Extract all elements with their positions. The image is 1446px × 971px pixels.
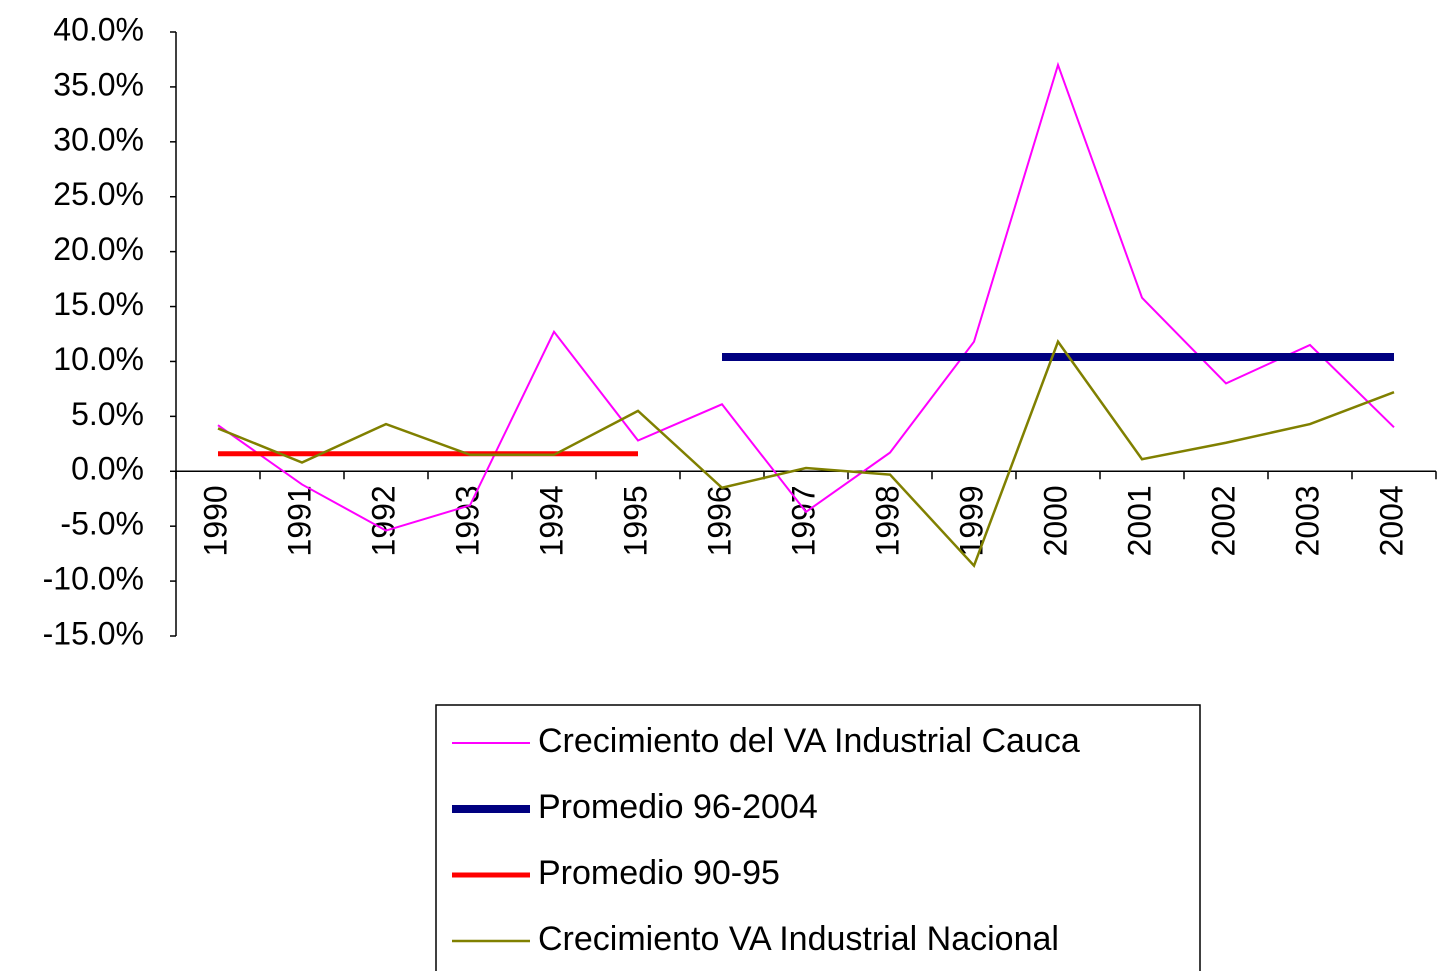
x-tick-label: 2000 bbox=[1037, 485, 1073, 556]
y-tick-label: 40.0% bbox=[53, 11, 144, 47]
x-tick-label: 1996 bbox=[701, 485, 737, 556]
x-tick-label: 1997 bbox=[785, 485, 821, 556]
y-tick-label: -15.0% bbox=[43, 615, 144, 651]
legend-label: Crecimiento VA Industrial Nacional bbox=[538, 920, 1059, 958]
x-tick-label: 1990 bbox=[197, 485, 233, 556]
x-tick-label: 2001 bbox=[1121, 485, 1157, 556]
series-line bbox=[217, 61, 1395, 532]
x-tick-label: 1992 bbox=[365, 485, 401, 556]
x-tick-label: 1991 bbox=[281, 485, 317, 556]
legend-label: Crecimiento del VA Industrial Cauca bbox=[538, 722, 1080, 760]
x-tick-label: 1995 bbox=[617, 485, 653, 556]
series-line bbox=[217, 339, 1395, 569]
y-tick-label: -5.0% bbox=[60, 506, 144, 542]
x-tick-label: 1993 bbox=[449, 485, 485, 556]
x-tick-label: 2004 bbox=[1373, 485, 1409, 556]
y-tick-label: 30.0% bbox=[53, 121, 144, 157]
x-tick-label: 2003 bbox=[1289, 485, 1325, 556]
x-tick-label: 1999 bbox=[953, 485, 989, 556]
plot-area bbox=[217, 61, 1395, 569]
legend-label: Promedio 90-95 bbox=[538, 854, 780, 892]
y-tick-label: 35.0% bbox=[53, 66, 144, 102]
y-tick-label: 20.0% bbox=[53, 231, 144, 267]
y-tick-label: 25.0% bbox=[53, 176, 144, 212]
axes: -15.0% -10.0% -5.0% 0.0% 5.0% 10.0% 15.0% 20.0%… bbox=[43, 11, 1437, 651]
y-tick-label: 15.0% bbox=[53, 286, 144, 322]
x-tick-label: 2002 bbox=[1205, 485, 1241, 556]
y-tick-label: 0.0% bbox=[71, 451, 144, 487]
y-tick-label: 5.0% bbox=[71, 396, 144, 432]
y-tick-label: 10.0% bbox=[53, 341, 144, 377]
x-tick-label: 1994 bbox=[533, 485, 569, 556]
x-tick-label: 1998 bbox=[869, 485, 905, 556]
y-tick-label: -10.0% bbox=[43, 561, 144, 597]
legend-box bbox=[435, 704, 1201, 971]
legend: Crecimiento del VA Industrial Cauca Prome… bbox=[435, 704, 1201, 971]
legend-label: Promedio 96-2004 bbox=[538, 788, 818, 826]
